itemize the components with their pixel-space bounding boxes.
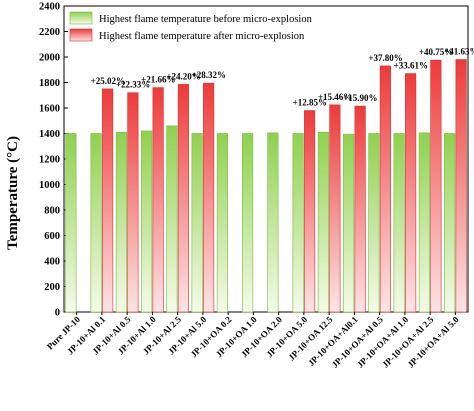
bar-before [242, 133, 254, 313]
bar-after [177, 84, 189, 313]
legend-swatch-before [69, 11, 93, 25]
y-tick-label: 600 [44, 231, 60, 242]
bar-annotation: +24.20% [166, 71, 200, 81]
y-tick-label: 2400 [39, 2, 60, 13]
bar-annotation: +12.85% [293, 98, 327, 108]
bar-annotation: +25.02% [91, 76, 125, 86]
bar-after [405, 73, 417, 313]
bar-annotation: +41.63% [444, 47, 474, 57]
y-tick-label: 800 [44, 206, 60, 217]
bar-before [292, 133, 304, 313]
bar-before [343, 133, 355, 313]
bar-before [418, 132, 430, 313]
y-tick-label: 200 [44, 282, 60, 293]
bar-after [379, 65, 391, 313]
legend: Highest flame temperature before micro-e… [69, 11, 313, 42]
bar-after [430, 59, 442, 313]
y-tick-label: 1800 [39, 78, 60, 89]
bar-before [267, 132, 279, 313]
y-tick-label: 2000 [39, 53, 60, 64]
bar-after [354, 105, 366, 313]
y-tick-label: 1400 [39, 129, 60, 140]
bar-before [216, 133, 228, 313]
bar-annotation: +37.80% [368, 53, 402, 63]
bar-annotation: +28.32% [192, 70, 226, 80]
y-tick-label: 1200 [39, 155, 60, 166]
bar-before [368, 133, 380, 313]
legend-label-after: Highest flame temperature after micro-ex… [99, 31, 305, 42]
bar-before [65, 133, 77, 313]
bar-before [90, 133, 102, 313]
y-axis-title: Temperature (°C) [5, 136, 21, 250]
bar-after [329, 104, 341, 313]
bar-annotation: +15.90% [343, 93, 377, 103]
legend-label-before: Highest flame temperature before micro-e… [99, 14, 313, 25]
bar-after [152, 87, 164, 313]
y-tick-label: 2200 [39, 27, 60, 38]
bar-annotation: +21.66% [141, 75, 175, 85]
bar-before [115, 131, 127, 313]
bar-before [317, 131, 329, 313]
bar-after [203, 82, 215, 313]
bar-annotation: +33.61% [394, 61, 428, 71]
bar-after [455, 59, 467, 313]
bar-before [444, 133, 456, 313]
bar-annotation: +15.46% [318, 92, 352, 102]
y-tick-label: 1600 [39, 104, 60, 115]
bar-before [191, 133, 203, 313]
bar-after [127, 92, 139, 313]
bar-after [102, 88, 114, 313]
bar-annotation: +22.33% [116, 80, 150, 90]
y-tick-label: 1000 [39, 180, 60, 191]
bar-before [141, 130, 153, 313]
bar-before [393, 133, 405, 313]
legend-swatch-after [69, 28, 93, 42]
y-tick-label: 0 [55, 308, 60, 319]
y-tick-label: 400 [44, 257, 60, 268]
bar-after [304, 110, 316, 313]
bar-annotation: +40.75% [419, 47, 453, 57]
bar-before [166, 125, 178, 313]
